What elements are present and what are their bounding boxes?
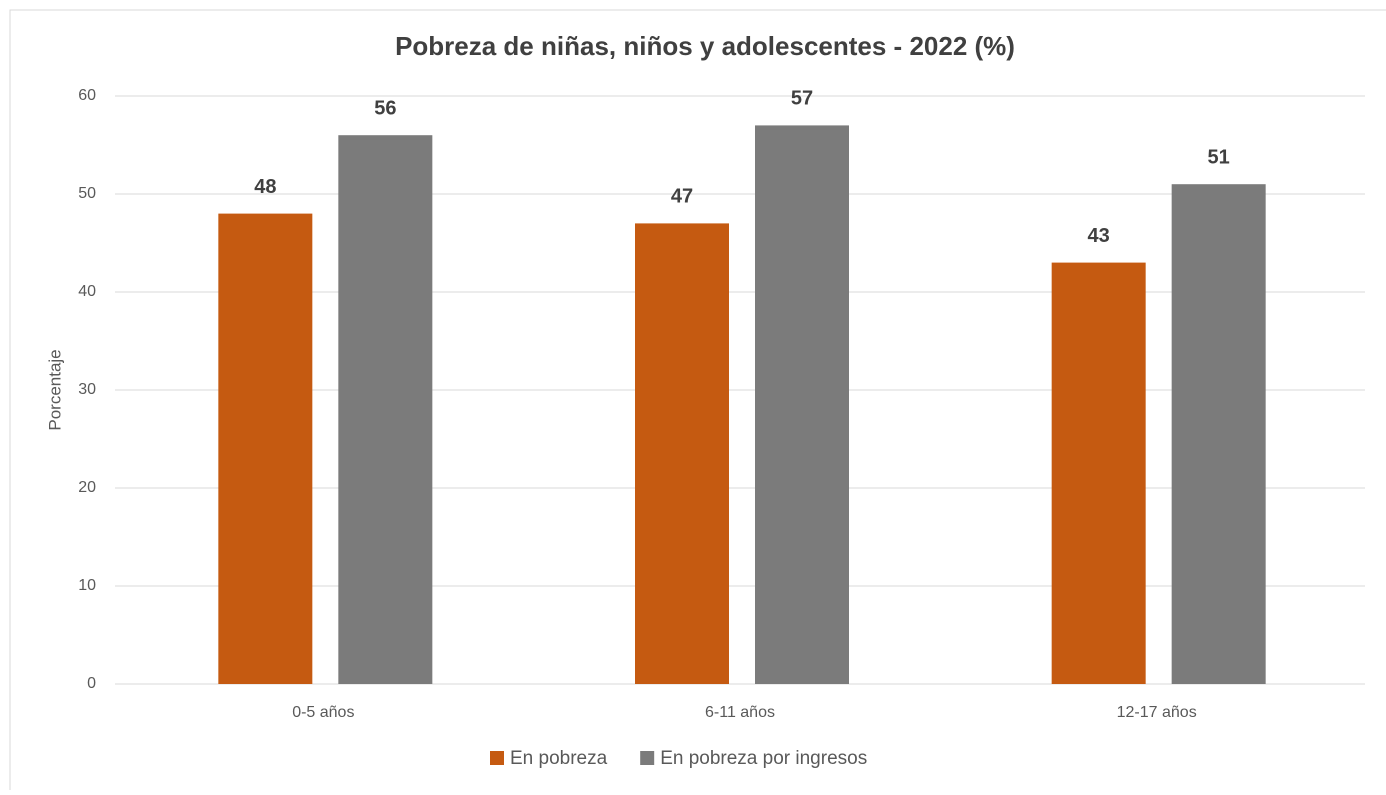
bar bbox=[218, 213, 313, 684]
chart-title: Pobreza de niñas, niños y adolescentes -… bbox=[395, 31, 1015, 61]
y-tick-label: 50 bbox=[78, 185, 96, 202]
y-tick-label: 0 bbox=[87, 675, 96, 692]
x-tick-label: 6-11 años bbox=[705, 704, 775, 721]
y-tick-label: 20 bbox=[78, 479, 96, 496]
data-label: 56 bbox=[374, 97, 396, 119]
y-tick-label: 10 bbox=[78, 577, 96, 594]
data-label: 51 bbox=[1208, 146, 1230, 168]
bar bbox=[338, 135, 433, 684]
x-tick-label: 12-17 años bbox=[1117, 704, 1197, 721]
data-label: 48 bbox=[254, 176, 276, 198]
y-tick-label: 30 bbox=[78, 381, 96, 398]
legend-swatch bbox=[640, 751, 655, 765]
y-tick-label: 60 bbox=[78, 87, 96, 104]
data-label: 47 bbox=[671, 186, 693, 208]
y-axis-label: Porcentaje bbox=[45, 349, 64, 430]
legend-swatch bbox=[490, 751, 504, 765]
data-label: 57 bbox=[791, 88, 813, 110]
legend-label: En pobreza bbox=[510, 748, 608, 769]
bar bbox=[635, 223, 729, 684]
legend-label: En pobreza por ingresos bbox=[660, 748, 867, 769]
bar bbox=[755, 125, 849, 684]
data-label: 43 bbox=[1088, 225, 1110, 247]
bar bbox=[1051, 262, 1146, 684]
y-tick-label: 40 bbox=[78, 283, 96, 300]
bar bbox=[1171, 184, 1266, 684]
x-tick-label: 0-5 años bbox=[292, 704, 354, 721]
